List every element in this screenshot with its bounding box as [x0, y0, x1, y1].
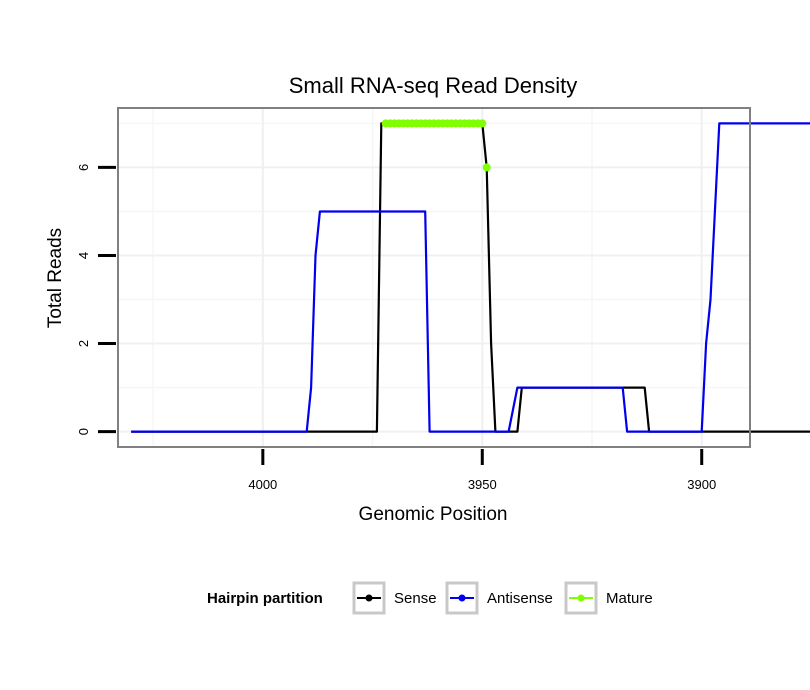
legend-label-antisense: Antisense — [487, 590, 553, 607]
x-tick-label: 3950 — [468, 477, 497, 492]
legend-key-point — [365, 594, 373, 602]
legend-title: Hairpin partition — [207, 590, 323, 607]
series-line-antisense — [131, 122, 810, 433]
chart-title: Small RNA-seq Read Density — [289, 73, 578, 98]
x-tick-label: 4000 — [248, 477, 277, 492]
y-tick-label: 2 — [76, 340, 91, 347]
x-axis-label: Genomic Position — [359, 504, 508, 525]
y-tick-label: 4 — [76, 252, 91, 259]
axes: 4000 3950 3900 0 2 4 6 — [76, 164, 716, 492]
plot-background — [118, 108, 750, 447]
mature-point — [482, 163, 491, 172]
legend-key-point — [458, 594, 466, 602]
y-axis-label: Total Reads — [45, 228, 66, 328]
legend-key-point — [577, 594, 585, 602]
mature-point — [478, 119, 487, 128]
legend-label-mature: Mature — [606, 590, 653, 607]
plot-border — [117, 107, 751, 448]
y-tick-label: 6 — [76, 164, 91, 171]
x-tick-label: 3900 — [687, 477, 716, 492]
legend-label-sense: Sense — [394, 590, 437, 607]
y-tick-label: 0 — [76, 428, 91, 435]
legend: Hairpin partition Sense Antisense Mature — [207, 581, 653, 615]
series-layer — [131, 119, 810, 433]
